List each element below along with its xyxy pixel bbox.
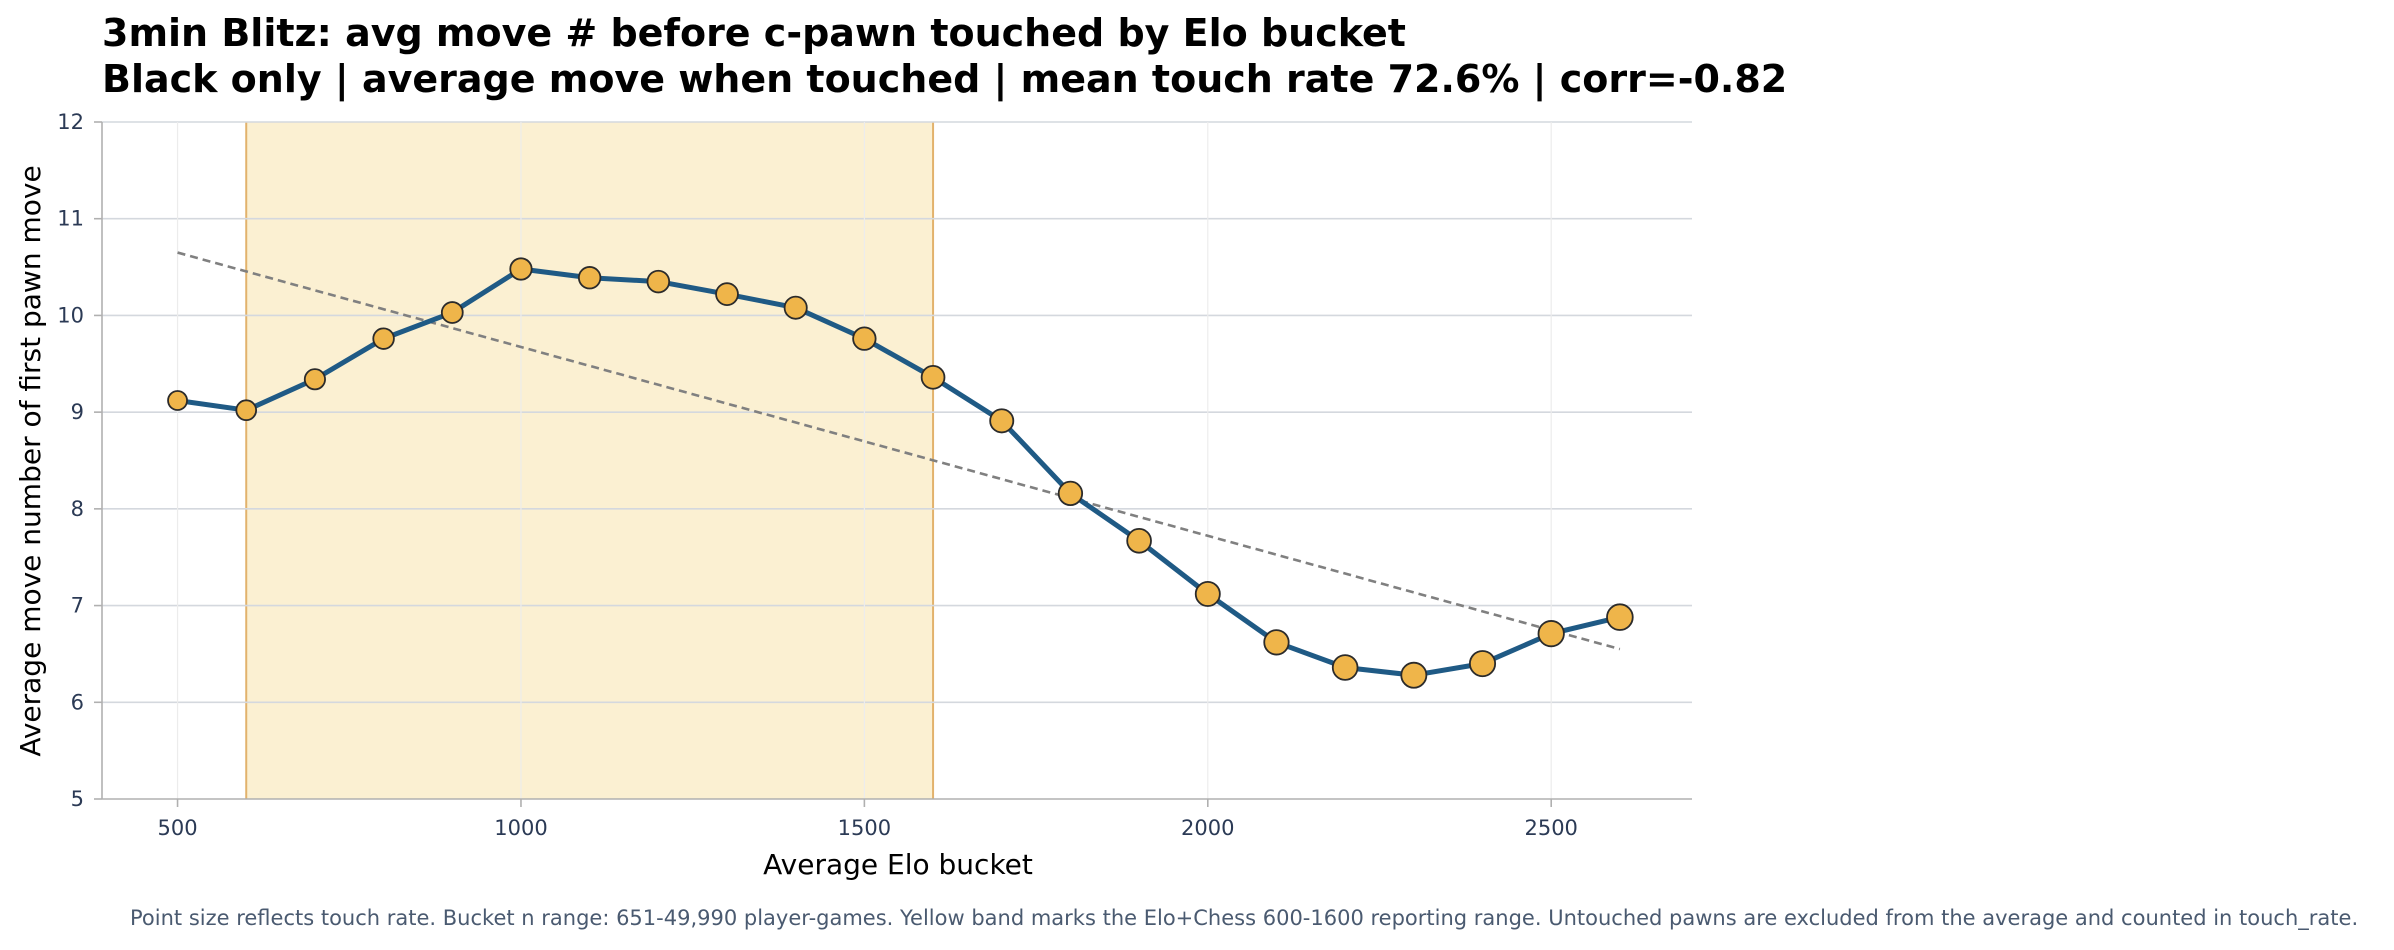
- y-tick-label: 7: [71, 594, 84, 618]
- data-point: [509, 257, 533, 281]
- data-point: [1606, 603, 1634, 631]
- data-point: [783, 295, 808, 320]
- trend-line: [177, 251, 1621, 651]
- chart-title-line: 3min Blitz: avg move # before c-pawn tou…: [102, 11, 1406, 55]
- axis-layer: [101, 122, 1692, 800]
- data-point: [372, 327, 395, 350]
- data-point: [303, 368, 326, 391]
- x-tick-label: 1500: [838, 816, 891, 840]
- data-point: [167, 390, 188, 411]
- x-tick-label: 1000: [494, 816, 547, 840]
- chart-footnote: Point size reflects touch rate. Bucket n…: [130, 906, 2359, 930]
- data-point: [1331, 654, 1359, 681]
- data-point: [852, 326, 877, 351]
- x-axis-label: Average Elo bucket: [763, 848, 1033, 881]
- series-layer: [167, 257, 1634, 689]
- data-point: [1468, 650, 1497, 678]
- x-tick-label: 500: [158, 816, 198, 840]
- y-tick-label: 9: [71, 400, 84, 424]
- y-axis-label: Average move number of first pawn move: [14, 165, 47, 756]
- trend-layer: [177, 251, 1621, 651]
- chart-title: 3min Blitz: avg move # before c-pawn tou…: [102, 10, 1787, 102]
- highlight-band-layer: [245, 122, 935, 799]
- grid-layer: [102, 121, 1692, 799]
- y-tick-label: 8: [71, 497, 84, 521]
- data-point: [715, 282, 739, 306]
- chart-subtitle-line: Black only | average move when touched |…: [102, 57, 1788, 101]
- data-point: [1263, 629, 1290, 656]
- data-point: [646, 269, 671, 294]
- data-point: [920, 365, 946, 390]
- data-point: [235, 399, 258, 422]
- y-tick-label: 11: [57, 207, 84, 231]
- y-tick-label: 6: [71, 690, 84, 714]
- highlight-band: [246, 122, 934, 799]
- series-line: [175, 266, 1623, 678]
- data-point: [989, 408, 1015, 434]
- data-point: [1126, 527, 1152, 554]
- data-point: [440, 301, 464, 324]
- data-point: [1057, 480, 1084, 507]
- data-point: [577, 266, 602, 290]
- data-point: [1400, 661, 1428, 689]
- x-tick-label: 2500: [1524, 816, 1577, 840]
- y-tick-label: 12: [57, 110, 84, 134]
- y-tick-label: 5: [71, 787, 84, 811]
- y-tick-label: 10: [57, 303, 84, 327]
- data-point: [1537, 620, 1565, 648]
- x-tick-label: 2000: [1181, 816, 1234, 840]
- data-point: [1194, 581, 1221, 607]
- tick-label-layer: 5 6 7 8 9 10 11 12 500 1000 1500 2000 2500: [57, 110, 1578, 840]
